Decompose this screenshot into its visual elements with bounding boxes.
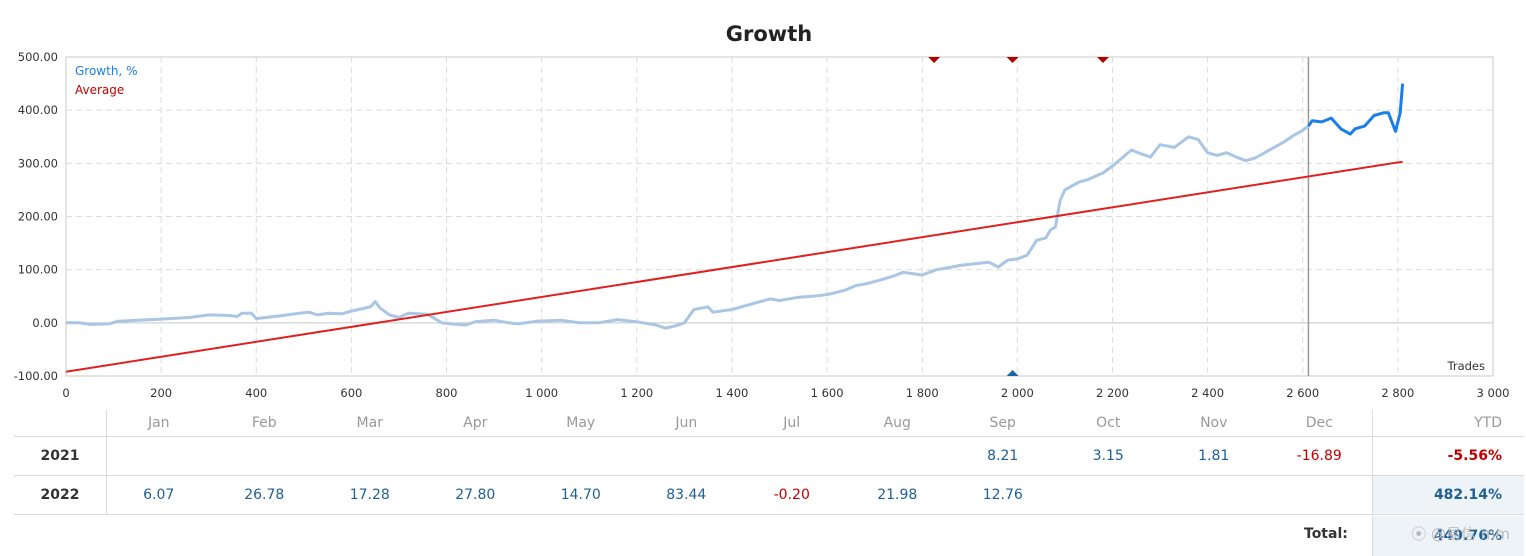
y-tick-label: 500.00 bbox=[18, 50, 58, 64]
x-tick-label: 1 400 bbox=[715, 386, 748, 400]
x-tick-label: 2 600 bbox=[1286, 386, 1319, 400]
month-header: Jul bbox=[783, 415, 801, 431]
month-value-cell: 3.15 bbox=[1092, 448, 1124, 464]
chart-title: Growth bbox=[726, 22, 812, 46]
grid bbox=[66, 57, 1493, 376]
growth-line-history bbox=[66, 124, 1310, 330]
month-value-cell: 12.76 bbox=[982, 487, 1023, 503]
ytd-header: YTD bbox=[1372, 410, 1524, 436]
year-label: 2021 bbox=[14, 437, 107, 475]
month-header: Oct bbox=[1096, 415, 1121, 431]
deposit-marker-top bbox=[1096, 57, 1109, 63]
x-tick-label: 0 bbox=[62, 386, 69, 400]
month-value-cell: 27.80 bbox=[455, 487, 496, 503]
watermark: ⦿ @易信 mm bbox=[1411, 525, 1510, 543]
table-row: 2022 6.07 26.78 17.28 27.80 14.70 83.44 -0.20 21… bbox=[14, 476, 1524, 515]
axes: 500.00 400.00 300.00 200.00 100.00 0.00 -100.0… bbox=[14, 50, 1510, 400]
month-header: Mar bbox=[356, 415, 383, 431]
month-value-cell: -16.89 bbox=[1296, 448, 1342, 464]
x-tick-label: 1 800 bbox=[906, 386, 939, 400]
x-tick-label: 400 bbox=[245, 386, 267, 400]
deposit-marker-top bbox=[928, 57, 941, 63]
deposit-marker-top bbox=[1006, 57, 1019, 63]
ytd-value: -5.56% bbox=[1372, 437, 1524, 475]
y-tick-label: 400.00 bbox=[18, 103, 58, 117]
month-header: Nov bbox=[1200, 415, 1228, 431]
month-header: May bbox=[566, 415, 596, 431]
month-value-cell: 1.81 bbox=[1198, 448, 1230, 464]
x-tick-label: 1 600 bbox=[811, 386, 844, 400]
month-header: Jan bbox=[147, 415, 170, 431]
y-tick-label: 200.00 bbox=[18, 210, 58, 224]
y-tick-label: 100.00 bbox=[18, 263, 58, 277]
markers bbox=[928, 57, 1109, 376]
y-tick-label: 0.00 bbox=[32, 316, 58, 330]
average-line bbox=[65, 160, 1403, 373]
x-tick-label: 2 200 bbox=[1096, 386, 1129, 400]
withdrawal-marker-bottom bbox=[1006, 370, 1019, 376]
month-value-cell: 6.07 bbox=[143, 487, 175, 503]
x-tick-label: 800 bbox=[436, 386, 458, 400]
y-tick-label: 300.00 bbox=[18, 156, 58, 170]
series bbox=[65, 83, 1405, 373]
month-header: Aug bbox=[883, 415, 911, 431]
x-tick-label: 200 bbox=[150, 386, 172, 400]
x-tick-label: 3 000 bbox=[1477, 386, 1510, 400]
growth-line-recent bbox=[1307, 83, 1405, 136]
y-tick-label: -100.00 bbox=[14, 369, 58, 383]
x-tick-label: 2 000 bbox=[1001, 386, 1034, 400]
growth-chart: Growth 500.00 400.00 300.00 200.00 100.00 0.0… bbox=[14, 22, 1510, 400]
month-value-cell: 8.21 bbox=[987, 448, 1019, 464]
x-tick-label: 2 800 bbox=[1381, 386, 1414, 400]
legend-average: Average bbox=[75, 83, 124, 97]
total-label: Total: bbox=[1304, 526, 1348, 542]
year-label: 2022 bbox=[14, 476, 107, 514]
x-tick-label: 600 bbox=[340, 386, 362, 400]
month-value-cell: 21.98 bbox=[877, 487, 918, 503]
month-value-cell: 14.70 bbox=[560, 487, 601, 503]
monthly-returns-table: Jan Feb Mar Apr May Jun Jul Aug Sep Oct Nov Dec YTD… bbox=[14, 410, 1524, 556]
month-value-cell: 83.44 bbox=[666, 487, 707, 503]
month-header: Jun bbox=[675, 415, 698, 431]
month-header: Apr bbox=[463, 415, 488, 431]
total-value: 449.76% bbox=[1372, 516, 1524, 556]
month-value-cell: 26.78 bbox=[244, 487, 285, 503]
table-row: 2021 8.21 3.15 1.81 -16.89 -5.56% bbox=[14, 437, 1524, 476]
month-value-cell: 17.28 bbox=[349, 487, 390, 503]
month-value-cell: -0.20 bbox=[773, 487, 810, 503]
x-tick-label: 1 000 bbox=[525, 386, 558, 400]
month-header: Dec bbox=[1305, 415, 1333, 431]
x-tick-label: 2 400 bbox=[1191, 386, 1224, 400]
x-tick-label: 1 200 bbox=[620, 386, 653, 400]
x-axis-label: Trades bbox=[1447, 359, 1485, 373]
table-header-row: Jan Feb Mar Apr May Jun Jul Aug Sep Oct Nov Dec YTD bbox=[14, 410, 1524, 437]
ytd-value: 482.14% bbox=[1372, 476, 1524, 514]
month-header: Sep bbox=[989, 415, 1016, 431]
legend-growth: Growth, % bbox=[75, 64, 137, 78]
month-header: Feb bbox=[251, 415, 277, 431]
